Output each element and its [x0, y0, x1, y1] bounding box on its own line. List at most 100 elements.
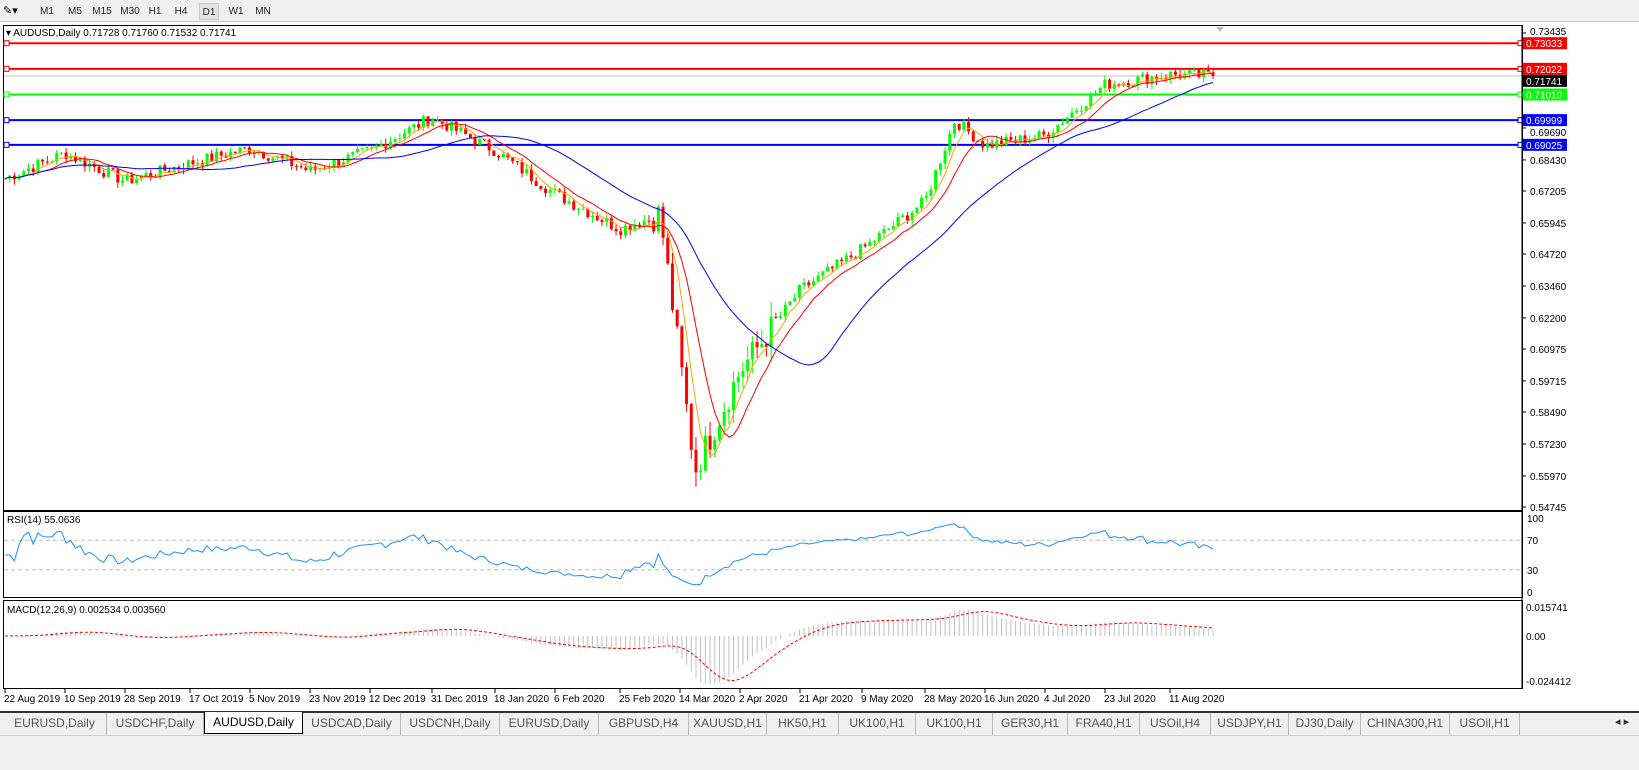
chart-tab[interactable]: DJ30,Daily	[1289, 713, 1361, 735]
candle-body	[652, 220, 656, 232]
timeframe-d1[interactable]: D1	[199, 3, 219, 20]
chart-window[interactable]: 0.73033 0.72022 0.71010 0.69999 0.69025 0.717…	[0, 22, 1639, 712]
candle-body	[727, 409, 731, 412]
chart-tab[interactable]: UK100,H1	[916, 713, 993, 735]
candle-body	[1075, 110, 1079, 113]
candle-body	[746, 359, 750, 371]
macd-tick-label: 0.015741	[1526, 603, 1568, 614]
candle-body	[835, 259, 839, 269]
candle-body	[905, 215, 909, 221]
candle-body	[868, 241, 872, 247]
candle-body	[722, 411, 726, 426]
candle-body	[934, 170, 938, 190]
candle-body	[407, 127, 411, 134]
timeframe-m5[interactable]: M5	[68, 6, 82, 17]
candle-body	[332, 159, 336, 168]
chart-tab[interactable]: USDCHF,Daily	[107, 713, 204, 735]
chart-tab[interactable]: FRA40,H1	[1068, 713, 1140, 735]
horizontal-line-price-label: 0.69025	[1526, 141, 1563, 152]
timeframe-mn[interactable]: MN	[255, 6, 271, 17]
line-handle-icon[interactable]	[3, 40, 10, 47]
timeframe-w1[interactable]: W1	[228, 6, 244, 17]
candle-body	[238, 147, 242, 153]
candle-body	[764, 344, 768, 347]
price-tick-label: 0.57230	[1530, 440, 1567, 451]
timeframe-toolbar: ✎▾ M1 M5 M15 M30 H1 H4 D1 W1 MN	[0, 0, 1639, 22]
timeframe-m15[interactable]: M15	[92, 6, 112, 17]
candle-body	[774, 316, 778, 318]
price-tick-label: 0.55970	[1530, 472, 1567, 483]
candle-body	[454, 121, 458, 131]
chart-tab[interactable]: AUDUSD,Daily	[204, 712, 303, 734]
candle-body	[562, 191, 566, 204]
candle-body	[445, 123, 449, 131]
candle-body	[379, 143, 383, 146]
candle-body	[783, 304, 787, 317]
candle-body	[1065, 117, 1069, 124]
timeframe-m1[interactable]: M1	[40, 6, 54, 17]
timeframe-h4[interactable]: H4	[174, 6, 188, 17]
date-tick-label: 12 Dec 2019	[369, 694, 426, 705]
candle-body	[915, 207, 919, 213]
drawing-tools-icon[interactable]: ✎▾	[3, 5, 18, 17]
candle-body	[360, 147, 364, 149]
candle-body	[713, 439, 717, 450]
candle-body	[699, 470, 703, 473]
chart-tab[interactable]: GBPUSD,H4	[599, 713, 689, 735]
chart-canvas[interactable]: 0.73033 0.72022 0.71010 0.69999 0.69025 0.717…	[0, 22, 1639, 712]
timeframe-m30[interactable]: M30	[120, 6, 140, 17]
candle-body	[755, 342, 759, 348]
candle-body	[605, 218, 609, 222]
candle-body	[642, 220, 646, 227]
chart-tab[interactable]: USOil,H1	[1450, 713, 1520, 735]
line-handle-icon[interactable]	[3, 141, 10, 148]
candle-body	[205, 153, 209, 166]
chart-tab[interactable]: USDJPY,H1	[1211, 713, 1289, 735]
price-tick-label: 0.63460	[1530, 282, 1567, 293]
line-handle-icon[interactable]	[3, 65, 10, 72]
horizontal-line-price-label: 0.72022	[1526, 65, 1563, 76]
line-handle-icon[interactable]	[3, 91, 10, 98]
horizontal-line-price-label: 0.73033	[1526, 39, 1563, 50]
candle-body	[271, 157, 275, 161]
chart-tab[interactable]: EURUSD,Daily	[3, 713, 107, 735]
chart-tab[interactable]: USOil,H4	[1140, 713, 1211, 735]
candle-body	[736, 376, 740, 383]
candle-body	[619, 231, 623, 236]
date-tick-label: 18 Jan 2020	[494, 694, 549, 705]
candle-body	[69, 155, 73, 159]
candle-body	[459, 128, 463, 131]
price-tick-label: 0.68430	[1530, 156, 1567, 167]
candle-body	[130, 174, 134, 184]
ma-mid-line	[4, 72, 1214, 438]
tab-scroll-arrows-icon[interactable]: ◂ ▸	[1615, 716, 1630, 728]
timeframe-h1[interactable]: H1	[148, 6, 162, 17]
chart-tab[interactable]: EURUSD,Daily	[500, 713, 599, 735]
candle-body	[116, 169, 120, 183]
candle-body	[294, 166, 298, 168]
candle-body	[600, 220, 604, 222]
candle-body	[1089, 93, 1093, 107]
chart-tab[interactable]: GER30,H1	[993, 713, 1068, 735]
candle-body	[50, 161, 54, 163]
candle-body	[1126, 83, 1130, 87]
chart-tab[interactable]: USDCAD,Daily	[303, 713, 401, 735]
line-handle-icon[interactable]	[3, 117, 10, 124]
candle-body	[229, 151, 233, 158]
candle-body	[487, 139, 491, 151]
candle-body	[896, 217, 900, 227]
candle-body	[41, 159, 45, 162]
date-tick-label: 31 Dec 2019	[431, 694, 488, 705]
rsi-tick-label: 30	[1527, 566, 1539, 577]
macd-tick-label: 0.00	[1526, 632, 1546, 643]
chart-tab[interactable]: HK50,H1	[767, 713, 839, 735]
candle-body	[356, 148, 360, 152]
status-bar	[0, 735, 1639, 770]
chart-tab[interactable]: XAUUSD,H1	[689, 713, 767, 735]
chart-tab[interactable]: CHINA300,H1	[1361, 713, 1450, 735]
chart-tab[interactable]: USDCNH,Daily	[401, 713, 500, 735]
candle-body	[929, 189, 933, 196]
chart-tab[interactable]: UK100,H1	[839, 713, 916, 735]
macd-label: MACD(12,26,9) 0.002534 0.003560	[7, 605, 166, 616]
candle-body	[1070, 112, 1074, 118]
